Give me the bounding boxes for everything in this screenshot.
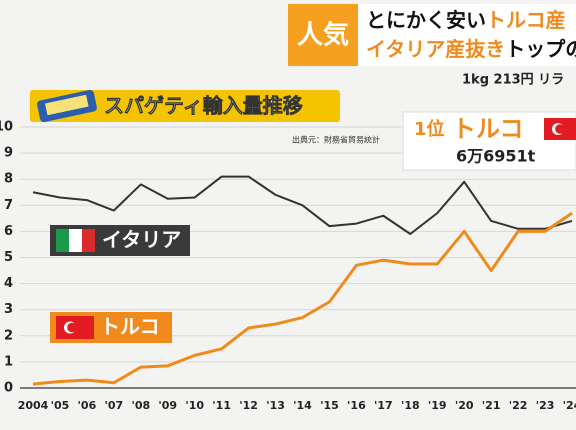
badge: 人気 — [297, 20, 349, 51]
x-tick-label: '19 — [428, 399, 447, 412]
y-tick-label: 7 — [4, 198, 13, 213]
x-tick-label: '13 — [266, 399, 285, 412]
x-tick-label: '16 — [347, 399, 366, 412]
y-tick-label: 8 — [4, 172, 13, 187]
y-tick-label: 3 — [4, 302, 13, 317]
flag — [56, 229, 69, 252]
sub-headline: 1kg 213円 リラ — [462, 73, 564, 88]
x-tick-label: '08 — [131, 399, 150, 412]
y-tick-label: 6 — [4, 224, 13, 239]
chart-title: スパゲティ輸入量推移 — [104, 94, 303, 118]
flag — [82, 229, 95, 252]
series-line — [32, 175, 573, 236]
x-tick-label: '14 — [293, 399, 312, 412]
x-tick-label: '05 — [51, 399, 70, 412]
title-box — [30, 90, 340, 122]
pasta-icon — [45, 94, 89, 116]
y-tick-label: 2 — [4, 328, 13, 343]
x-tick-label: '17 — [374, 399, 393, 412]
headline-box — [358, 4, 576, 66]
x-tick-label: '18 — [401, 399, 420, 412]
headline-1: とにかく安いトルコ産 — [366, 8, 566, 32]
legend-label: イタリア — [102, 228, 181, 252]
headline-part: トルコ産 — [486, 8, 566, 32]
y-tick-label: 0 — [4, 381, 13, 396]
headline-part: とにかく安い — [366, 8, 486, 32]
flag — [555, 124, 565, 134]
annotation-amount: 6万6951t — [456, 147, 536, 166]
y-tick-label: 9 — [4, 146, 13, 161]
x-tick-label: '09 — [158, 399, 177, 412]
x-tick-label: '22 — [509, 399, 528, 412]
plot: 0 1 2 3 4 5 6 7 8 9 10 2004'05 '06 '07 '08 '09 '10 '11 '12… — [0, 120, 576, 412]
y-tick-label: 10 — [0, 120, 13, 135]
badge-box — [288, 4, 358, 66]
y-tick-label: 1 — [4, 354, 13, 369]
legend-label: トルコ — [100, 315, 160, 339]
x-tick-label: 2004 — [18, 399, 49, 412]
x-tick-label: '12 — [239, 399, 258, 412]
headline-2: イタリア産抜きトップの — [366, 37, 576, 61]
headline-part: イタリア産抜き — [366, 37, 505, 61]
x-tick-label: '20 — [455, 399, 474, 412]
annotation-rank: 1位 — [414, 118, 445, 140]
y-tick-label: 4 — [4, 276, 13, 291]
annotation-name: トルコ — [452, 115, 524, 143]
flag — [69, 229, 82, 252]
headline-part: トップの — [505, 37, 576, 61]
x-tick-label: '21 — [482, 399, 501, 412]
source: 出典元：財務省貿易統計 — [292, 135, 380, 145]
x-tick-label: '23 — [536, 399, 555, 412]
x-tick-label: '07 — [105, 399, 124, 412]
x-tick-label: '06 — [78, 399, 97, 412]
flag — [67, 322, 77, 333]
y-tick-label: 5 — [4, 250, 13, 265]
series-line — [32, 211, 573, 386]
x-tick-label: '24 — [563, 399, 576, 412]
x-tick-label: '15 — [320, 399, 339, 412]
x-tick-label: '10 — [185, 399, 204, 412]
x-tick-label: '11 — [212, 399, 231, 412]
